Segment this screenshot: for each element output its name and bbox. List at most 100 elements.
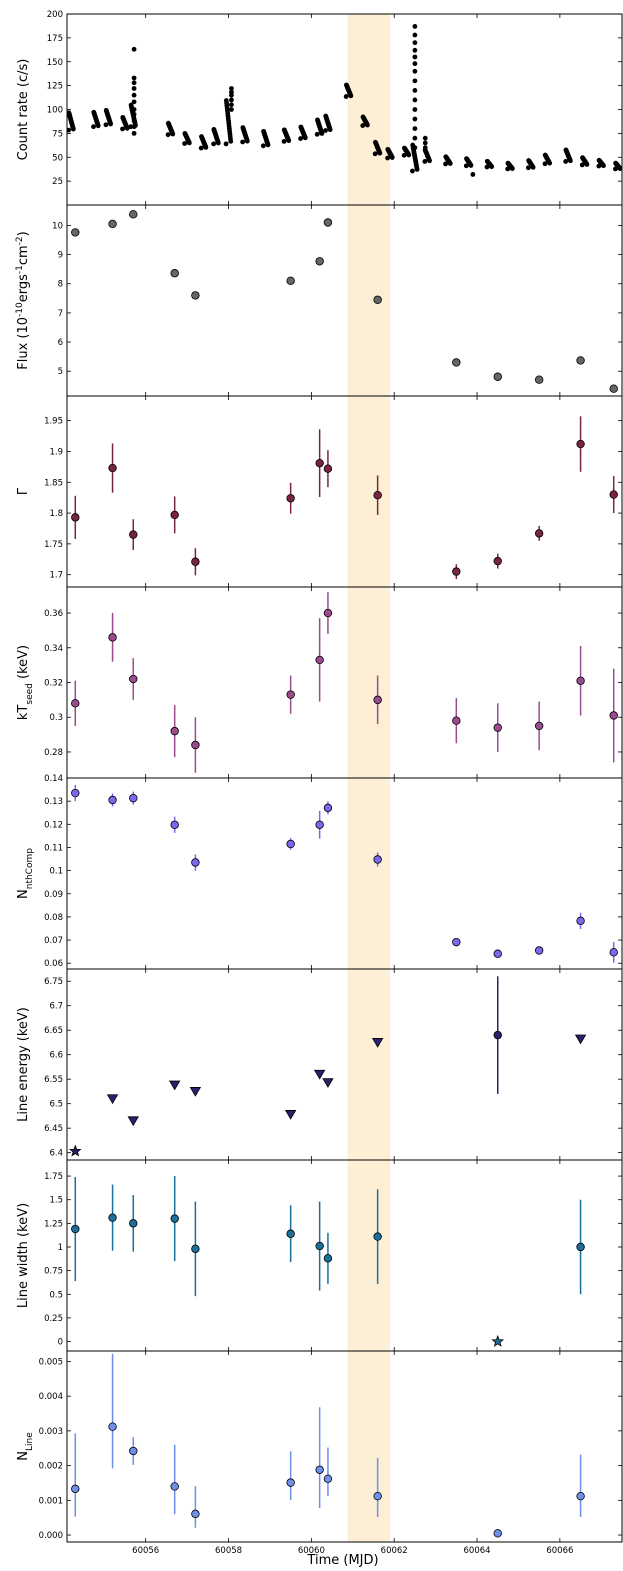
y-tick-label: 125 (47, 82, 63, 92)
data-point (576, 356, 585, 365)
y-tick-label: 0.11 (44, 843, 63, 853)
count-point (422, 159, 428, 164)
flare-point (131, 75, 137, 81)
count-point (542, 152, 548, 158)
count-point (344, 82, 349, 88)
data-point (493, 723, 502, 732)
y-tick-label: 0.001 (39, 1496, 63, 1506)
y-axis-label-3: kTseed (keV) (16, 645, 35, 720)
flare-point (412, 40, 418, 46)
panel-3: 0.28 0.3 0.32 0.34 0.36 kTseed (keV) (16, 586, 623, 779)
panel-frame-2 (66, 395, 623, 588)
data-point (129, 210, 138, 219)
flare-point (412, 54, 418, 60)
flare-point (131, 92, 137, 98)
data-point (191, 1509, 200, 1519)
count-point (484, 158, 490, 164)
flare-point (412, 135, 418, 141)
y-tick-label: 1 (58, 1243, 63, 1253)
count-point (128, 124, 134, 130)
count-point (103, 107, 109, 113)
count-point (323, 113, 329, 119)
flare-point (229, 102, 234, 108)
y-tick-label: 9 (58, 251, 63, 261)
panel-marks-4 (71, 784, 618, 963)
y-tick-label: 50 (52, 153, 63, 163)
flare-point (412, 32, 418, 38)
count-point (372, 151, 378, 157)
data-point (576, 676, 585, 685)
count-point (343, 94, 349, 99)
y-tick-label: 6.75 (44, 977, 63, 987)
star-marker (68, 1144, 82, 1157)
data-point (191, 557, 200, 566)
data-point (609, 490, 618, 499)
highlight-band-5 (347, 969, 391, 1160)
upper-limit-marker (127, 1116, 139, 1127)
data-point (534, 529, 544, 538)
data-point (191, 740, 200, 750)
y-tick-label: 0.002 (39, 1462, 63, 1472)
flare-point (412, 97, 418, 103)
flare-point (412, 116, 418, 122)
y-tick-label: 6 (58, 338, 63, 348)
data-point (323, 1254, 333, 1263)
data-point (323, 1474, 333, 1483)
data-point (315, 655, 324, 665)
count-point (542, 161, 548, 167)
y-tick-label: 0.3 (49, 713, 63, 723)
highlight-band-4 (347, 778, 391, 969)
data-point (493, 372, 502, 381)
panel-marks-2 (71, 416, 618, 579)
data-point (315, 1465, 324, 1474)
count-point (67, 110, 72, 116)
highlight-band-7 (347, 1351, 391, 1542)
y-tick-label: 100 (47, 106, 63, 116)
data-point (191, 858, 200, 867)
data-point (534, 721, 544, 731)
data-point (493, 556, 502, 566)
flare-point (422, 145, 428, 151)
data-point (286, 276, 295, 286)
data-point (286, 1478, 295, 1487)
flare-point (131, 124, 137, 130)
panel-marks-0 (67, 24, 622, 177)
y-tick-label: 10 (52, 221, 63, 231)
panel-0: 25 50 75 100 125 150 175 200 Count rate (c/s) (16, 10, 623, 206)
y-tick-label: 0.07 (44, 936, 63, 946)
data-point (71, 513, 80, 522)
count-point (198, 145, 204, 151)
flare-point (131, 130, 137, 136)
count-point (314, 131, 320, 137)
y-tick-label: 0.1 (49, 867, 63, 877)
data-point (129, 1446, 138, 1456)
count-point (211, 127, 217, 132)
y-tick-label: 25 (52, 177, 63, 187)
count-point (505, 160, 511, 166)
data-point (170, 726, 179, 736)
y-tick-label: 150 (47, 58, 63, 68)
count-point (223, 141, 229, 147)
flare-point (412, 24, 418, 29)
data-point (373, 1491, 382, 1501)
count-point (120, 126, 125, 132)
data-point (71, 228, 80, 237)
y-tick-label: 0.09 (44, 890, 63, 900)
flare-point (229, 86, 234, 91)
x-tick-label: 60056 (132, 1546, 159, 1556)
y-tick-label: 0.003 (39, 1427, 63, 1437)
data-point (71, 1484, 80, 1494)
count-point (223, 98, 229, 103)
count-point (596, 157, 602, 163)
data-point (170, 820, 179, 829)
data-point (576, 1491, 585, 1501)
y-tick-label: 0.005 (39, 1357, 63, 1367)
y-tick-label: 200 (47, 10, 63, 20)
y-tick-label: 1.95 (44, 417, 63, 427)
panel-marks-7 (71, 1353, 585, 1538)
flare-point (412, 47, 418, 53)
data-point (576, 916, 585, 926)
flare-point (131, 99, 137, 105)
count-point (91, 109, 97, 115)
x-axis-label: Time (MJD) (306, 1553, 378, 1568)
